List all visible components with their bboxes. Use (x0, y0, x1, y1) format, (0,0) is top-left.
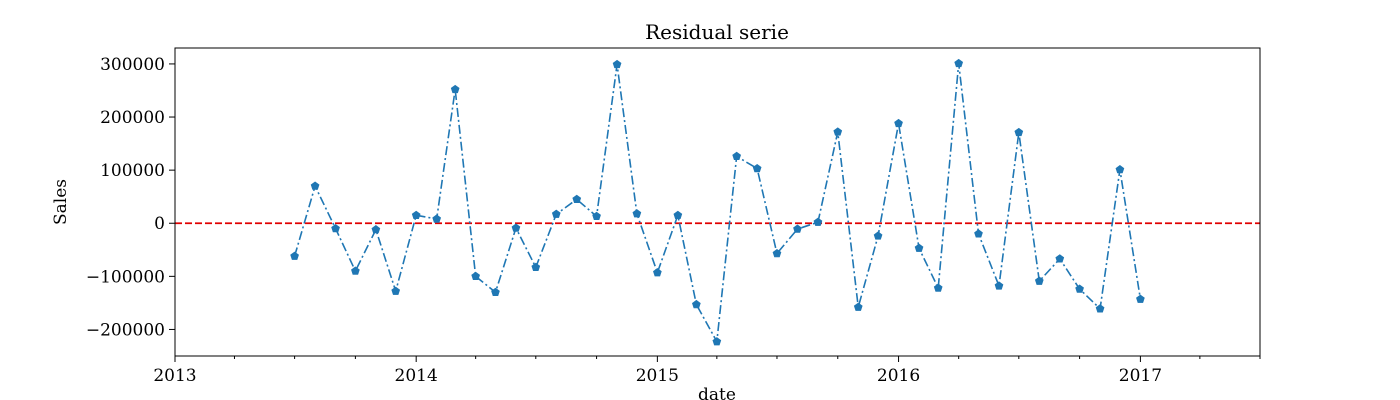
data-point (351, 266, 360, 275)
y-tick-label: 300000 (100, 55, 165, 75)
data-point (612, 59, 622, 69)
x-tick-label: 2015 (636, 366, 679, 386)
x-tick-label: 2017 (1119, 366, 1162, 386)
data-point (391, 286, 401, 295)
data-point (752, 163, 762, 173)
data-point (954, 58, 964, 68)
data-point (873, 231, 883, 240)
y-tick-label: −100000 (86, 267, 165, 287)
data-point (974, 229, 983, 238)
data-point (491, 287, 500, 296)
y-axis-label: Sales (51, 179, 71, 225)
data-point (572, 194, 582, 204)
data-point (772, 248, 782, 258)
x-tick-label: 2013 (153, 366, 196, 386)
data-point (933, 283, 943, 292)
data-point (1034, 276, 1044, 285)
data-point (592, 211, 601, 221)
data-point (1055, 254, 1065, 263)
data-point (450, 84, 460, 94)
data-point (432, 214, 442, 223)
chart-title: Residual serie (645, 20, 789, 44)
plot-frame (174, 47, 1261, 357)
y-tick-label: 200000 (100, 108, 165, 128)
data-point (411, 210, 421, 219)
data-point (673, 210, 683, 219)
data-point (994, 281, 1004, 290)
data-point (712, 337, 722, 346)
data-point (331, 223, 340, 233)
x-axis-label: date (698, 385, 736, 400)
data-point (692, 299, 701, 309)
data-point (551, 209, 561, 218)
x-tick-label: 2014 (395, 366, 438, 386)
data-point (853, 302, 863, 311)
data-point (1075, 284, 1084, 293)
data-point (653, 268, 662, 277)
data-point (290, 251, 299, 260)
data-point (914, 243, 924, 252)
y-tick-label: −200000 (86, 320, 165, 340)
y-tick-label: 100000 (100, 161, 165, 181)
data-point (371, 225, 381, 234)
data-point (511, 223, 521, 232)
y-tick-label: 0 (154, 214, 165, 234)
data-point (1115, 165, 1125, 174)
data-point (1014, 127, 1024, 137)
data-point (1095, 304, 1105, 313)
data-point (732, 151, 742, 161)
x-tick-label: 2016 (877, 366, 920, 386)
data-point (1136, 294, 1145, 303)
data-point (531, 262, 541, 272)
data-point (632, 209, 642, 218)
data-point (813, 217, 823, 226)
data-point (833, 127, 843, 136)
data-point (471, 271, 481, 281)
series-line (293, 63, 1142, 345)
data-point (894, 118, 903, 128)
data-point (310, 181, 320, 190)
data-point (793, 224, 802, 233)
